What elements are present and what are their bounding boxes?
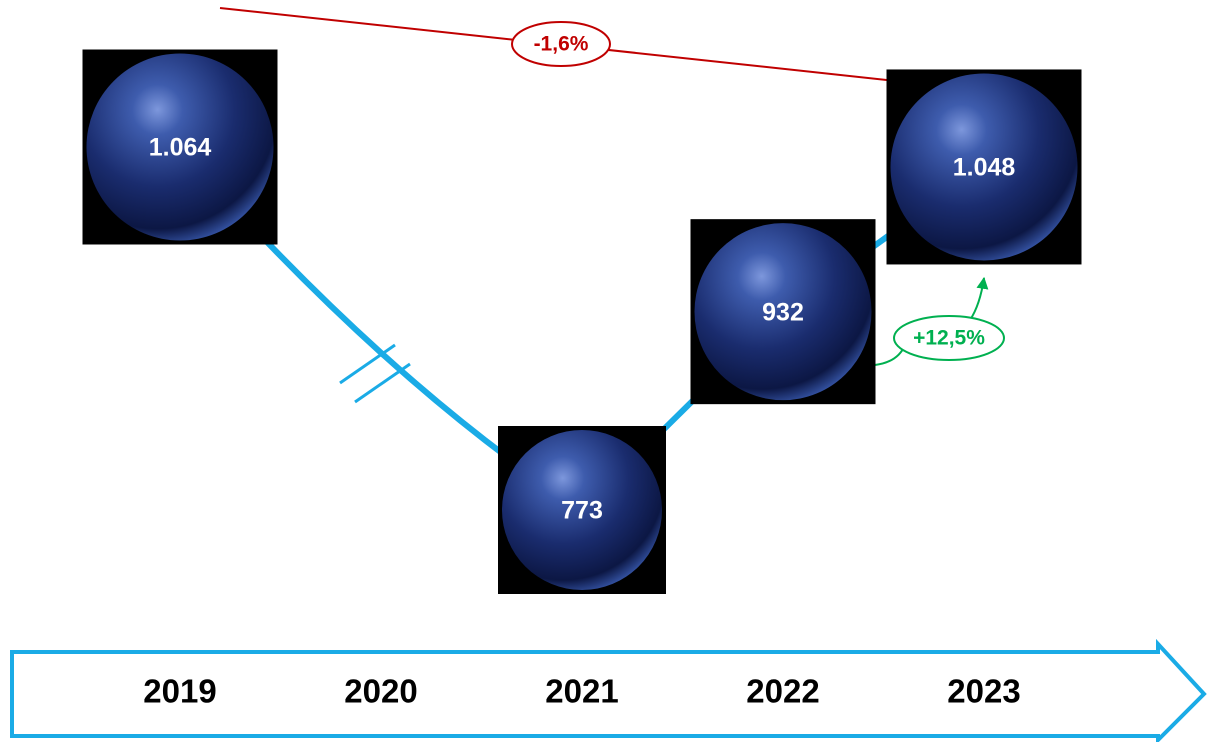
annotation-badge [893, 315, 1005, 361]
annotations: -1,6% +12,5% [219, 7, 1005, 366]
value-label: 1.048 [953, 154, 1016, 182]
break-mark [339, 343, 396, 385]
value-label: 1.064 [149, 134, 212, 162]
sphere [86, 53, 274, 241]
annotation-badge [511, 21, 611, 67]
value-label: 773 [561, 497, 603, 525]
trend-arrow [969, 276, 989, 321]
sphere [502, 430, 662, 590]
x-tick-label: 2022 [746, 673, 819, 710]
value-label: 932 [762, 298, 804, 326]
sphere [694, 223, 872, 401]
x-tick-label: 2023 [947, 673, 1020, 710]
sphere [890, 73, 1078, 261]
annotation: -1,6% [534, 33, 589, 56]
x-tick-label: 2020 [344, 673, 417, 710]
timeline-arrow [10, 638, 1207, 742]
x-tick-label: 2021 [545, 673, 618, 710]
x-tick-label: 2019 [143, 673, 216, 710]
break-mark [354, 362, 411, 404]
markers: 1.064 773 932 1.048 [82, 49, 1082, 594]
annotation: +12,5% [913, 327, 985, 350]
break-gap [351, 353, 395, 397]
x-axis: 2019 2020 2021 2022 2023 [143, 673, 1020, 710]
